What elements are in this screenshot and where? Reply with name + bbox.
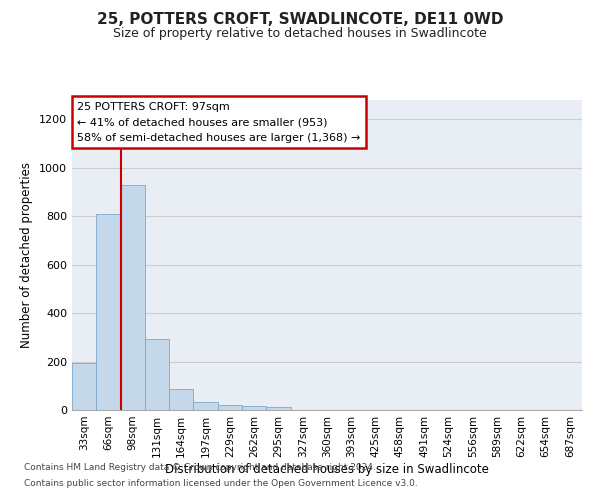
Bar: [193, 402, 218, 410]
Bar: [96, 214, 121, 410]
Bar: [145, 338, 169, 410]
X-axis label: Distribution of detached houses by size in Swadlincote: Distribution of detached houses by size …: [165, 462, 489, 475]
Bar: [121, 185, 145, 410]
Bar: [242, 406, 266, 410]
Text: Size of property relative to detached houses in Swadlincote: Size of property relative to detached ho…: [113, 28, 487, 40]
Bar: [218, 405, 242, 410]
Text: Contains HM Land Registry data © Crown copyright and database right 2024.: Contains HM Land Registry data © Crown c…: [24, 464, 376, 472]
Text: Contains public sector information licensed under the Open Government Licence v3: Contains public sector information licen…: [24, 478, 418, 488]
Y-axis label: Number of detached properties: Number of detached properties: [20, 162, 34, 348]
Text: 25, POTTERS CROFT, SWADLINCOTE, DE11 0WD: 25, POTTERS CROFT, SWADLINCOTE, DE11 0WD: [97, 12, 503, 28]
Bar: [266, 407, 290, 410]
Bar: [169, 388, 193, 410]
Text: 25 POTTERS CROFT: 97sqm
← 41% of detached houses are smaller (953)
58% of semi-d: 25 POTTERS CROFT: 97sqm ← 41% of detache…: [77, 102, 361, 143]
Bar: [72, 363, 96, 410]
